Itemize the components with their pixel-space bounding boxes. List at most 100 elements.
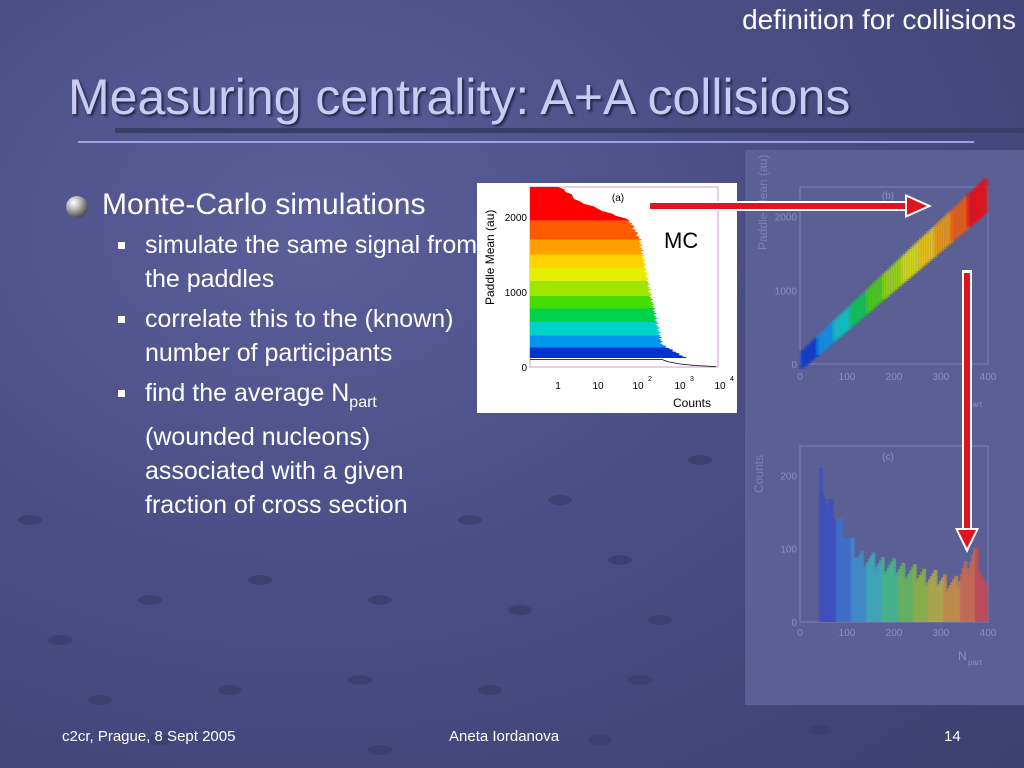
panel-c-xtick-label: 300: [933, 628, 950, 639]
panel-b-point: [860, 293, 867, 317]
panel-b-point: [839, 313, 846, 335]
bullet-sub-3: find the average Npart (wounded nucleons…: [118, 376, 482, 522]
panel-b-point: [834, 317, 841, 339]
panel-b-point: [855, 297, 862, 321]
panel-b-point: [898, 257, 905, 286]
bullet-sub-2: correlate this to the (known) number of …: [118, 302, 482, 370]
panel-b-point: [846, 306, 853, 329]
panel-a-band: [530, 187, 630, 221]
panel-b-xtick-label: 0: [797, 372, 803, 383]
panel-b-point: [919, 237, 926, 268]
panel-a-ytick-label: 1000: [505, 288, 528, 299]
bullet-sub-3-prefix: find the average N: [145, 379, 350, 407]
panel-b-point: [959, 200, 966, 234]
bullet-main: Monte-Carlo simulations: [62, 188, 482, 222]
mc-label: MC: [664, 228, 699, 253]
title-shadow-bar: [115, 128, 1024, 133]
panel-a-xtick-label: 10: [632, 381, 644, 392]
panel-c-xtick-label: 200: [886, 628, 903, 639]
panel-a-xtick-exponent: 3: [690, 376, 694, 383]
panel-b-point: [963, 195, 970, 230]
panel-b-point: [905, 251, 912, 280]
panel-a-band: [530, 268, 650, 281]
panel-b-ytick-label: 2000: [775, 213, 798, 224]
bullet-sub-3-text: find the average Npart (wounded nucleons…: [145, 376, 482, 522]
panel-c-tag: (c): [882, 452, 894, 463]
panel-a-band: [530, 335, 667, 348]
footer-left: c2cr, Prague, 8 Sept 2005: [62, 728, 236, 745]
panel-a-xtick-label: 10: [674, 381, 686, 392]
panel-b-point: [895, 260, 902, 288]
panel-b-point: [841, 310, 848, 333]
panel-b-point: [822, 328, 829, 349]
panel-b-point: [966, 193, 973, 228]
panel-c-xtick-label: 400: [980, 628, 997, 639]
panel-b-point: [956, 202, 963, 236]
bullet-sub-3-subscript: part: [349, 394, 377, 411]
panel-a-band: [530, 239, 645, 255]
panel-c-bar: [984, 585, 989, 622]
title-underline: [78, 141, 974, 143]
panel-a-xtick-exponent: 4: [730, 376, 734, 383]
panel-b-point: [881, 273, 888, 299]
panel-b-point: [940, 217, 947, 250]
panel-b-point: [952, 206, 959, 240]
panel-b-point: [883, 271, 890, 297]
panel-b-point: [806, 344, 813, 363]
panel-b-point: [844, 308, 850, 331]
panel-b-xlabel-subscript: part: [968, 400, 983, 409]
panel-b-point: [942, 215, 949, 248]
panel-b-point: [938, 220, 944, 252]
panel-b-point: [928, 229, 935, 260]
panel-b-point: [799, 350, 806, 369]
panel-b-point: [954, 204, 961, 238]
panel-b-point: [933, 224, 940, 256]
panel-b-point: [926, 231, 933, 262]
panel-b-point: [980, 180, 987, 216]
panel-b-point: [893, 262, 900, 289]
panel-b-point: [820, 330, 827, 351]
panel-b-point: [923, 233, 930, 264]
panel-b-point: [813, 337, 820, 357]
panel-b-point: [836, 315, 843, 337]
panel-c-xtick-label: 100: [839, 628, 856, 639]
panel-c-ylabel: Counts: [752, 455, 766, 493]
panel-a-band: [530, 220, 642, 240]
panel-b-ytick-label: 1000: [775, 286, 798, 297]
panel-b-point: [815, 335, 822, 355]
panel-b-point: [808, 341, 815, 361]
panel-b-point: [982, 178, 989, 214]
panel-b-point: [879, 275, 886, 301]
panel-b-point: [869, 284, 876, 309]
panel-b-point: [900, 255, 907, 284]
bullet-square-icon: [118, 390, 125, 397]
panel-a-xtick-label: 10: [592, 381, 604, 392]
arrow-horizontal-body: [650, 203, 908, 209]
panel-b-frame: [799, 186, 989, 365]
panel-a-band: [530, 322, 662, 336]
panel-b-point: [949, 209, 956, 242]
bullet-sub-3-rest: (wounded nucleons) associated with a giv…: [145, 423, 408, 519]
panel-b-point: [804, 346, 811, 365]
panel-b-point: [921, 235, 928, 266]
panel-b-point: [872, 282, 879, 307]
panel-b-point: [832, 319, 839, 341]
panel-b-xtick-label: 200: [886, 372, 903, 383]
panel-a-xtick-label: 10: [714, 381, 726, 392]
panel-b-point: [888, 266, 895, 293]
panel-b-point: [977, 182, 984, 218]
panel-b-xtick-label: 100: [839, 372, 856, 383]
arrow-horizontal-head: [907, 197, 927, 215]
panel-b-point: [916, 240, 923, 270]
panel-a-band: [530, 254, 647, 268]
panel-a-xtick-exponent: 2: [648, 376, 652, 383]
bullet-list: Monte-Carlo simulations simulate the sam…: [62, 188, 482, 522]
panel-b-point: [912, 244, 919, 274]
panel-b-point: [829, 321, 836, 343]
panel-b-point: [914, 242, 921, 272]
panel-a-xlabel: Counts: [673, 396, 711, 410]
panel-c-xlabel-subscript: part: [968, 658, 983, 667]
panel-b-point: [825, 326, 832, 347]
panel-b-point: [862, 290, 869, 315]
